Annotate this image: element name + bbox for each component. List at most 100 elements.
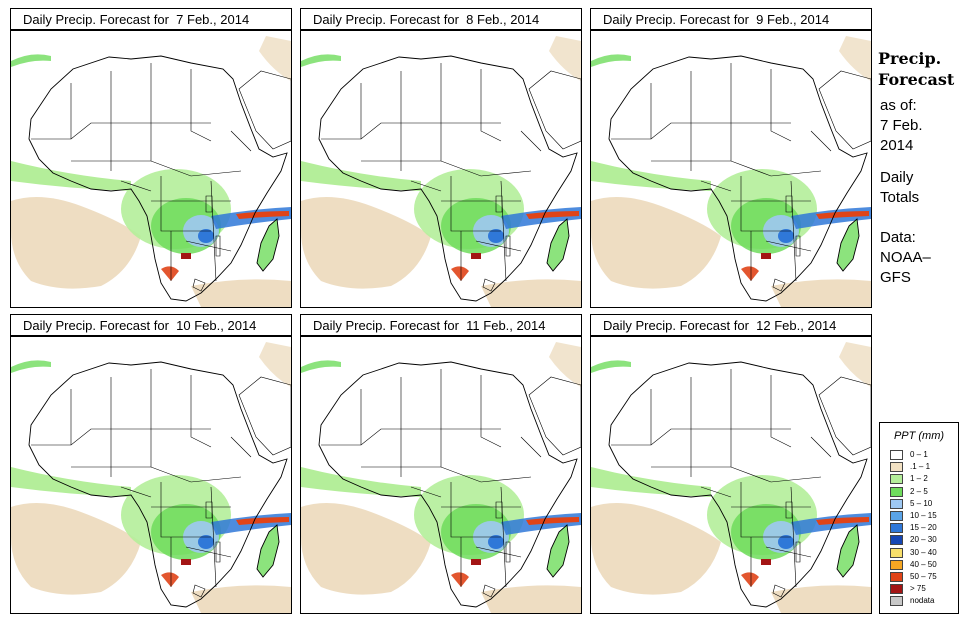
drizzle-patch	[11, 503, 141, 595]
madagascar-outline	[836, 218, 860, 272]
rain-band	[591, 360, 631, 373]
lake-outline	[205, 501, 213, 519]
drizzle-patch	[259, 342, 291, 387]
forecast-panel-5: Daily Precip. Forecast for 11 Feb., 2014	[300, 314, 582, 614]
forecast-panel-6: Daily Precip. Forecast for 12 Feb., 2014	[590, 314, 872, 614]
africa-outline	[28, 55, 288, 302]
country-border	[120, 486, 152, 498]
rain-band	[591, 467, 711, 497]
country-border	[31, 122, 131, 140]
legend-item: 10 – 15	[890, 511, 954, 521]
country-border	[410, 486, 442, 498]
side-title-line1: Precip.	[878, 49, 942, 68]
map-svg	[591, 36, 871, 307]
legend-label: 2 – 5	[910, 486, 928, 496]
lake-outline	[505, 235, 511, 257]
legend-label: 1 – 2	[910, 474, 928, 484]
heavy-rain	[161, 572, 179, 587]
country-border	[71, 160, 242, 177]
heavy-rain	[181, 559, 191, 565]
lake-outline	[205, 195, 213, 213]
precip-map	[10, 336, 292, 614]
forecast-panel-3: Daily Precip. Forecast for 9 Feb., 2014	[590, 8, 872, 308]
lake-outline	[482, 584, 496, 598]
lake-outline	[772, 278, 786, 292]
drizzle-patch	[839, 342, 871, 387]
map-svg	[301, 342, 581, 613]
country-border	[71, 466, 242, 483]
country-border	[410, 180, 442, 192]
heavy-rain	[236, 517, 289, 525]
map-svg	[591, 342, 871, 613]
country-border	[700, 180, 732, 192]
lake-outline	[505, 541, 511, 563]
drizzle-patch	[481, 279, 581, 307]
side-title-line2: Forecast	[878, 70, 955, 89]
legend-swatch	[890, 474, 903, 485]
arabia-outline	[528, 376, 581, 456]
heavy-rain	[451, 572, 469, 587]
arabia-outline	[238, 70, 291, 150]
rain-area	[547, 219, 569, 271]
madagascar-outline	[836, 524, 860, 578]
country-border	[230, 436, 252, 458]
rain-area	[837, 525, 859, 577]
drizzle-patch	[259, 36, 291, 81]
africa-outline	[318, 55, 578, 302]
legend-swatch	[890, 498, 903, 509]
data-label: Data:	[880, 229, 916, 246]
arabia-outline	[818, 70, 871, 150]
legend-item: 50 – 75	[890, 572, 954, 582]
africa-outline	[28, 361, 288, 608]
lake-outline	[785, 195, 793, 213]
lake-outline	[482, 278, 496, 292]
rain-core	[488, 535, 504, 549]
rain-area	[547, 525, 569, 577]
side-title: Precip. Forecast	[878, 48, 954, 90]
map-svg	[11, 342, 291, 613]
drizzle-patch	[771, 279, 871, 307]
totals-block: Daily Totals	[880, 168, 919, 208]
legend-swatch	[890, 450, 903, 460]
country-border	[480, 69, 502, 142]
country-border	[651, 160, 822, 177]
legend-swatch	[890, 584, 903, 595]
asof-label: as of:	[880, 97, 917, 114]
country-border	[230, 130, 252, 152]
country-border	[810, 130, 832, 152]
legend-swatch	[890, 596, 903, 607]
heavy-rain	[816, 517, 869, 525]
legend-item: 0 – 1	[890, 450, 954, 460]
country-border	[361, 466, 532, 483]
drizzle-patch	[301, 197, 431, 289]
drizzle-patch	[549, 36, 581, 81]
rain-band	[301, 54, 341, 67]
legend-label: 15 – 20	[910, 523, 937, 533]
arabia-outline	[818, 376, 871, 456]
lake-outline	[215, 235, 221, 257]
legend-item: 30 – 40	[890, 547, 954, 558]
country-border	[740, 176, 791, 232]
precip-map	[300, 336, 582, 614]
data-source-line1: NOAA–	[880, 249, 931, 266]
lake-outline	[495, 195, 503, 213]
lake-outline	[795, 541, 801, 563]
drizzle-patch	[771, 585, 871, 613]
lake-outline	[495, 501, 503, 519]
data-source-block: Data: NOAA– GFS	[880, 228, 931, 288]
country-border	[611, 428, 711, 446]
panel-title: Daily Precip. Forecast for 8 Feb., 2014	[300, 8, 582, 30]
country-border	[160, 176, 211, 232]
drizzle-patch	[591, 197, 721, 289]
country-border	[190, 69, 212, 142]
asof-date-line1: 7 Feb.	[880, 117, 923, 134]
country-border	[31, 428, 131, 446]
rain-band	[301, 360, 341, 373]
drizzle-patch	[11, 197, 141, 289]
country-border	[321, 122, 421, 140]
drizzle-patch	[191, 279, 291, 307]
forecast-panel-4: Daily Precip. Forecast for 10 Feb., 2014	[10, 314, 292, 614]
country-border	[700, 486, 732, 498]
drizzle-patch	[591, 503, 721, 595]
country-border	[450, 176, 501, 232]
